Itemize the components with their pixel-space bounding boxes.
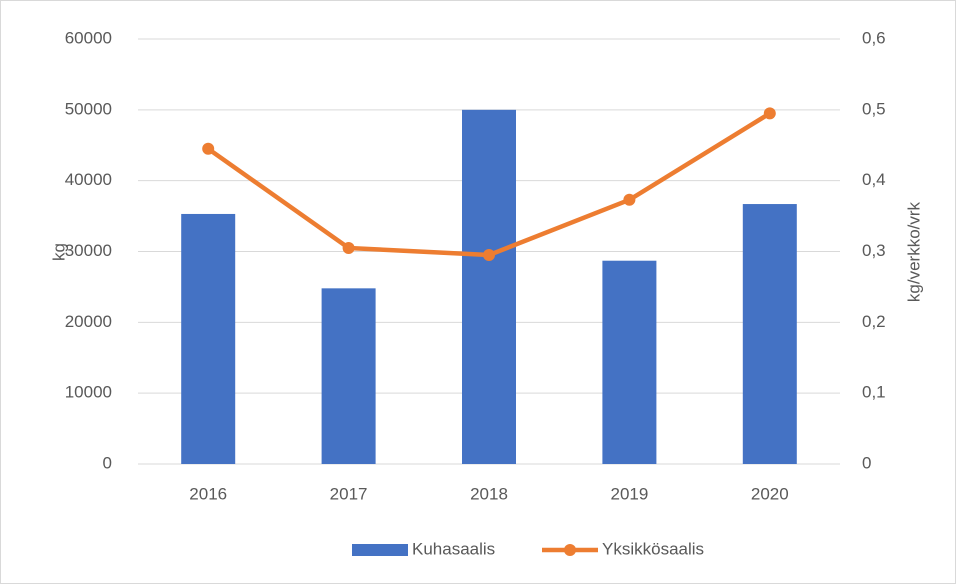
y-tick-label: 0 [103,453,112,472]
legend-marker [564,544,576,556]
bar [181,213,236,464]
y2-tick-label: 0 [862,453,871,472]
y2-tick-label: 0,5 [862,99,886,118]
y-tick-label: 50000 [65,99,112,118]
legend-swatch [352,544,408,556]
y2-tick-label: 0,2 [862,312,886,331]
y2-tick-label: 0,6 [862,28,886,47]
bar [462,109,516,464]
y-tick-label: 30000 [65,241,112,260]
y-tick-label: 20000 [65,312,112,331]
line-marker [763,107,776,120]
line-marker [202,142,215,155]
y2-tick-label: 0,3 [862,241,886,260]
x-tick-label: 2020 [751,484,789,503]
bar [321,288,376,464]
x-tick-label: 2016 [189,484,227,503]
x-tick-label: 2017 [330,484,368,503]
legend-label: Yksikkösaalis [602,539,704,558]
y2-tick-label: 0,4 [862,170,886,189]
line-marker [483,249,495,262]
y2-tick-label: 0,1 [862,383,886,402]
y-axis-title: kg [49,243,68,261]
x-tick-label: 2018 [470,484,508,503]
x-tick-label: 2019 [610,484,648,503]
bar [602,260,657,464]
line-marker [342,241,355,254]
bar [742,204,797,464]
line-marker [623,193,636,206]
legend-label: Kuhasaalis [412,539,495,558]
y-tick-label: 40000 [65,170,112,189]
y-tick-label: 60000 [65,28,112,47]
y-tick-label: 10000 [65,383,112,402]
y2-axis-title: kg/verkko/vrk [904,201,923,302]
